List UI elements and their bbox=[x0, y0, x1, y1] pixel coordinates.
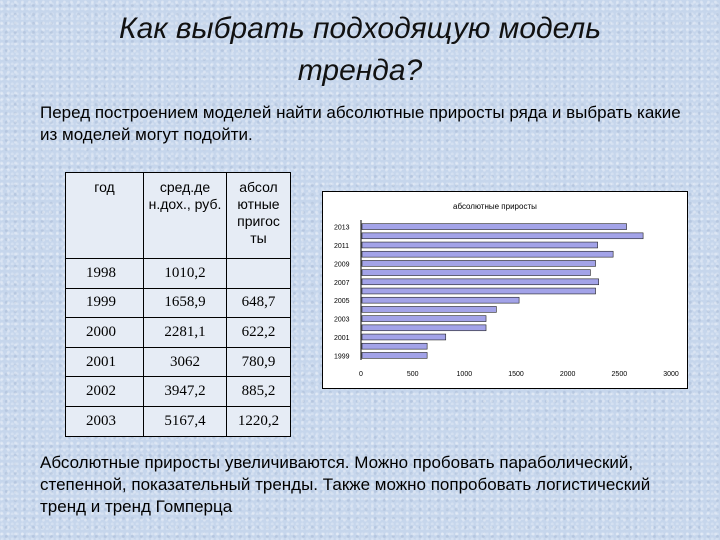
x-tick-label: 2500 bbox=[612, 371, 628, 378]
cell-abs-growth bbox=[226, 258, 291, 289]
bar bbox=[361, 296, 520, 304]
bar bbox=[361, 306, 497, 313]
y-tick-label: 2003 bbox=[334, 317, 350, 324]
bar bbox=[361, 352, 428, 359]
cell-income: 2281,1 bbox=[143, 317, 227, 348]
bar bbox=[361, 250, 614, 258]
table-row: 2001 3062 780,9 bbox=[65, 346, 291, 378]
table-row: 2002 3947,2 885,2 bbox=[65, 376, 291, 407]
data-table: год сред.де н.дох., руб. абсол ютные при… bbox=[65, 172, 291, 437]
table-header-row: год сред.де н.дох., руб. абсол ютные при… bbox=[65, 172, 291, 259]
cell-income: 1010,2 bbox=[143, 258, 227, 289]
header-income: сред.де н.дох., руб. bbox=[143, 172, 227, 259]
cell-income: 3947,2 bbox=[143, 376, 227, 407]
cell-abs-growth: 1220,2 bbox=[226, 405, 291, 437]
cell-year: 2000 bbox=[65, 317, 144, 348]
cell-year: 2002 bbox=[65, 376, 144, 407]
x-tick-label: 500 bbox=[407, 371, 419, 378]
cell-abs-growth: 885,2 bbox=[226, 376, 291, 407]
x-tick-label: 2000 bbox=[560, 371, 576, 378]
title-line-2: тренда? bbox=[297, 54, 423, 87]
table-row: 1998 1010,2 bbox=[65, 258, 291, 289]
table-row: 1999 1658,9 648,7 bbox=[65, 287, 291, 319]
y-tick-label: 2007 bbox=[334, 280, 350, 287]
cell-year: 1999 bbox=[65, 287, 144, 319]
title-line-1: Как выбрать подходящую модель bbox=[119, 12, 601, 45]
bar bbox=[361, 241, 598, 249]
cell-abs-growth: 622,2 bbox=[226, 317, 291, 348]
bar bbox=[361, 232, 644, 240]
chart-container: абсолютные приросты 1999 2001 2003 2005 2007 2… bbox=[322, 191, 688, 389]
y-tick-label: 2011 bbox=[334, 243, 349, 250]
x-tick-label: 0 bbox=[359, 371, 363, 378]
bar bbox=[361, 287, 596, 295]
bar bbox=[361, 315, 487, 322]
x-tick-label: 3000 bbox=[663, 371, 679, 378]
intro-text: Перед построением моделей найти абсолютн… bbox=[40, 103, 681, 144]
chart-title: абсолютные приросты bbox=[453, 202, 537, 211]
x-tick-label: 1500 bbox=[508, 371, 524, 378]
cell-abs-growth: 648,7 bbox=[226, 287, 291, 319]
bar bbox=[361, 324, 487, 332]
cell-year: 2001 bbox=[65, 346, 144, 378]
bar bbox=[361, 333, 447, 341]
header-abs-growth: абсол ютные пригос ты bbox=[226, 172, 291, 259]
x-tick-label: 1000 bbox=[457, 371, 473, 378]
bar bbox=[361, 278, 599, 286]
y-tick-label: 2001 bbox=[334, 335, 350, 342]
cell-income: 1658,9 bbox=[143, 287, 227, 319]
conclusion-text: Абсолютные приросты увеличиваются. Можно… bbox=[40, 453, 651, 516]
cell-income: 3062 bbox=[143, 346, 227, 378]
y-tick-label: 1999 bbox=[334, 353, 350, 360]
table-row: 2000 2281,1 622,2 bbox=[65, 317, 291, 348]
header-year: год bbox=[65, 172, 144, 259]
bar bbox=[361, 260, 596, 267]
cell-year: 1998 bbox=[65, 258, 144, 289]
bar bbox=[361, 223, 627, 230]
cell-year: 2003 bbox=[65, 405, 144, 437]
y-tick-label: 2009 bbox=[334, 261, 350, 268]
bar bbox=[361, 342, 428, 350]
bar-chart: абсолютные приросты 1999 2001 2003 2005 2007 2… bbox=[334, 202, 679, 378]
table-row: 2003 5167,4 1220,2 bbox=[65, 405, 291, 437]
y-tick-label: 2013 bbox=[334, 225, 350, 232]
cell-abs-growth: 780,9 bbox=[226, 346, 291, 378]
y-tick-label: 2005 bbox=[334, 298, 350, 305]
cell-income: 5167,4 bbox=[143, 405, 227, 437]
bar bbox=[361, 269, 591, 276]
slide-title: Как выбрать подходящую модель тренда? bbox=[0, 8, 720, 92]
